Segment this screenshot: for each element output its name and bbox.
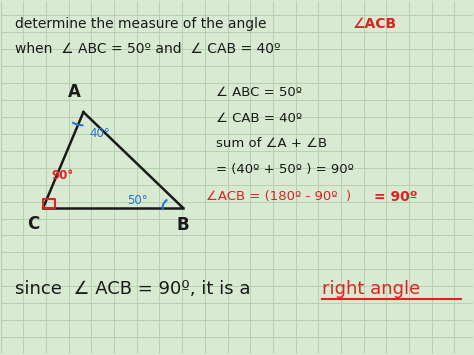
Text: B: B [176,217,189,234]
Text: when  ∠ ABC = 50º and  ∠ CAB = 40º: when ∠ ABC = 50º and ∠ CAB = 40º [15,43,281,56]
Text: ∠ACB = (180º - 90º  ): ∠ACB = (180º - 90º ) [206,190,356,203]
Text: = 90º: = 90º [374,190,418,204]
Text: = (40º + 50º ) = 90º: = (40º + 50º ) = 90º [216,163,354,175]
Text: A: A [67,83,81,102]
Text: ∠ CAB = 40º: ∠ CAB = 40º [216,111,302,125]
Text: sum of ∠A + ∠B: sum of ∠A + ∠B [216,137,327,150]
Text: determine the measure of the angle: determine the measure of the angle [15,17,271,31]
Text: ∠ACB: ∠ACB [353,17,397,31]
Text: 90°: 90° [52,169,74,182]
Text: since  ∠ ACB = 90º, it is a: since ∠ ACB = 90º, it is a [15,280,262,298]
Text: 40°: 40° [90,127,110,140]
Text: right angle: right angle [322,280,420,298]
Text: 50°: 50° [128,193,148,207]
Text: ∠ ABC = 50º: ∠ ABC = 50º [216,86,302,99]
Text: C: C [27,215,39,233]
